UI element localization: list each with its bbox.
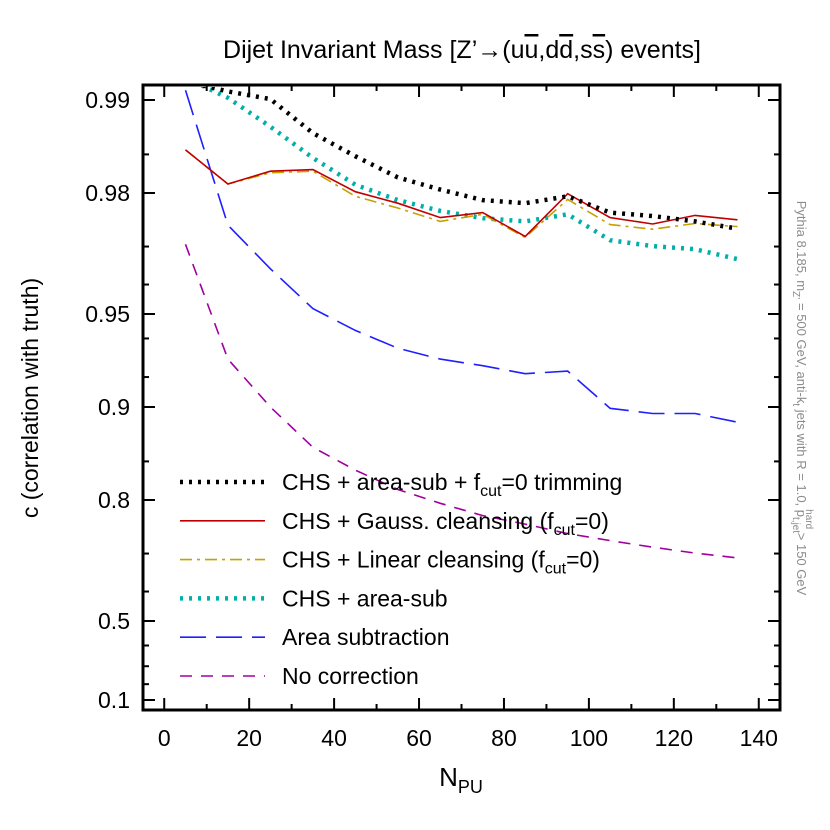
title-s-bar: s bbox=[593, 36, 606, 64]
legend-label: CHS + area-sub bbox=[282, 585, 448, 611]
y-axis-ticks: 0.99 0.98 0.95 0.9 0.8 0.5 0.1 bbox=[85, 87, 780, 713]
x-tick-label: 60 bbox=[406, 725, 432, 751]
series-line-chs-linear-cleansing-f-cut-0 bbox=[184, 149, 738, 239]
series-line-chs-area-sub bbox=[199, 87, 739, 262]
y-tick-label: 0.99 bbox=[85, 87, 130, 113]
x-tick-label: 0 bbox=[158, 725, 171, 751]
legend-label: CHS + Gauss. cleansing (fcut=0) bbox=[282, 508, 609, 539]
x-tick-label: 80 bbox=[491, 725, 517, 751]
chart-title: Dijet Invariant Mass [Z’→(uu,dd,ss) even… bbox=[223, 36, 701, 64]
legend-label: CHS + area-sub + fcut=0 trimming bbox=[282, 469, 622, 500]
x-axis-label: NPU bbox=[439, 762, 483, 797]
x-axis-ticks: 0 20 40 60 80 100 120 140 bbox=[158, 85, 778, 751]
x-tick-label: 140 bbox=[740, 725, 778, 751]
series-line-chs-area-sub-f-cut-0-trimming bbox=[199, 87, 738, 231]
y-tick-label: 0.5 bbox=[98, 608, 130, 634]
legend-label: Area subtraction bbox=[282, 624, 449, 650]
y-tick-label: 0.95 bbox=[85, 301, 130, 327]
x-tick-label: 100 bbox=[570, 725, 608, 751]
x-tick-label: 120 bbox=[655, 725, 693, 751]
series-line-chs-gauss-cleansing-f-cut-0 bbox=[184, 149, 738, 238]
title-u-bar: u bbox=[524, 36, 538, 64]
x-tick-label: 20 bbox=[236, 725, 262, 751]
x-tick-label: 40 bbox=[321, 725, 347, 751]
y-tick-label: 0.1 bbox=[98, 687, 130, 713]
side-note: Pythia 8.185, mZ’ = 500 GeV, anti-kt jet… bbox=[790, 201, 814, 596]
series-line-area-subtraction bbox=[184, 90, 738, 423]
y-tick-label: 0.8 bbox=[98, 487, 130, 513]
y-axis-label: c (correlation with truth) bbox=[17, 278, 43, 518]
y-tick-label: 0.9 bbox=[98, 394, 130, 420]
y-tick-label: 0.98 bbox=[85, 180, 130, 206]
legend: CHS + area-sub + fcut=0 trimming CHS + Ga… bbox=[180, 469, 622, 689]
title-d-bar: d bbox=[559, 36, 573, 64]
legend-label: No correction bbox=[282, 663, 419, 689]
plot-frame bbox=[141, 83, 782, 712]
series-line-no-correction bbox=[184, 244, 738, 559]
legend-label: CHS + Linear cleansing (fcut=0) bbox=[282, 547, 600, 578]
series-layer bbox=[184, 87, 739, 559]
